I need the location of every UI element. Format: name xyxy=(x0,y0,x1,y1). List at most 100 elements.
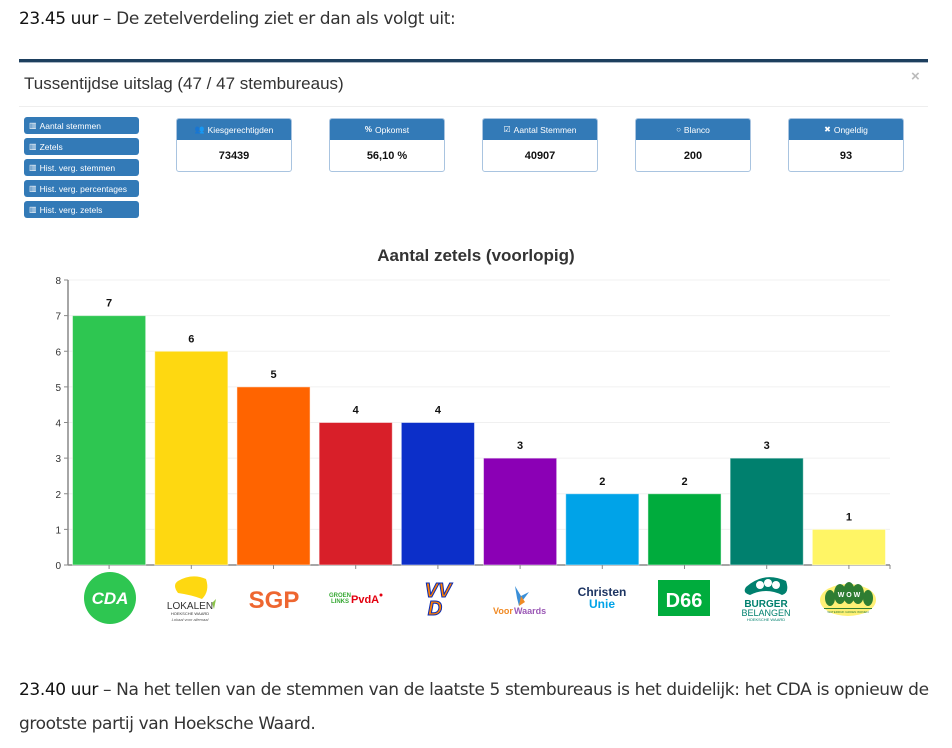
button-label: Hist. verg. stemmen xyxy=(39,162,116,173)
modal-header-divider xyxy=(19,106,928,107)
stat-label: Aantal Stemmen xyxy=(513,124,577,135)
data-label: 7 xyxy=(106,298,112,310)
bar-wow xyxy=(811,528,886,566)
svg-text:LINKS: LINKS xyxy=(331,599,349,605)
svg-text:D66: D66 xyxy=(666,590,703,612)
y-tick-label: 0 xyxy=(55,561,61,572)
stat-label: Blanco xyxy=(683,124,710,135)
d66-logo: D66 xyxy=(644,572,724,624)
modal-title: Tussentijdse uitslag (47 / 47 stembureau… xyxy=(24,74,344,93)
stat-value: 200 xyxy=(683,149,703,162)
stat-label: Opkomst xyxy=(375,124,410,135)
svg-text:Voor: Voor xyxy=(493,606,513,616)
svg-text:LOKALEN: LOKALEN xyxy=(167,601,213,612)
svg-text:Lokaal voor allemaal: Lokaal voor allemaal xyxy=(172,617,209,622)
svg-text:HOEKSCHE WAARD: HOEKSCHE WAARD xyxy=(747,617,785,622)
stat-ongeldig: ✖ Ongeldig 93 xyxy=(788,118,904,172)
stat-value: 93 xyxy=(839,149,853,162)
svg-text:SGP: SGP xyxy=(249,587,300,614)
svg-text:BELANGEN: BELANGEN xyxy=(741,608,790,618)
y-tick-label: 1 xyxy=(55,525,61,536)
button-label: Aantal stemmen xyxy=(39,120,101,131)
voorwaards-logo: Voor Waards xyxy=(480,572,560,624)
outro-time: 23.40 uur xyxy=(19,680,99,700)
svg-text:HOEKSCHE WAARD: HOEKSCHE WAARD xyxy=(171,611,209,616)
y-tick-label: 7 xyxy=(55,312,61,323)
bar-chart-icon: ▥ xyxy=(29,142,37,151)
svg-text:D: D xyxy=(428,598,442,620)
y-tick-label: 6 xyxy=(55,347,61,358)
wow-logo: W O W WATERRIJK GROEN WONEN xyxy=(808,572,888,624)
bar-cda xyxy=(72,315,147,566)
intro-time: 23.45 uur xyxy=(19,9,99,29)
hist-verg-percentages-button[interactable]: ▥ Hist. verg. percentages xyxy=(24,180,139,197)
hist-verg-zetels-button[interactable]: ▥ Hist. verg. zetels xyxy=(24,201,139,218)
stat-label: Ongeldig xyxy=(833,124,868,135)
data-label: 2 xyxy=(681,476,687,488)
svg-text:W O W: W O W xyxy=(838,592,861,599)
bar-burger-belangen-hoeksche-waard xyxy=(729,457,804,566)
stat-value: 40907 xyxy=(524,149,556,162)
stat-value: 56,10 % xyxy=(366,149,408,162)
stat-opkomst: % Opkomst 56,10 % xyxy=(329,118,445,172)
aantal-stemmen-button[interactable]: ▥ Aantal stemmen xyxy=(24,117,139,134)
bar-chart-icon: ▥ xyxy=(29,163,37,172)
stat-kiesgerechtigden: 👥 Kiesgerechtigden 73439 xyxy=(176,118,292,172)
cda-logo: CDA xyxy=(70,572,150,624)
x-icon: ✖ xyxy=(824,125,831,134)
button-label: Hist. verg. percentages xyxy=(39,183,127,194)
bar-d66 xyxy=(647,493,722,566)
data-label: 5 xyxy=(270,369,276,381)
bar-lokalen-hoeksche-waard xyxy=(154,350,229,566)
outro-text: – Na het tellen van de stemmen van de la… xyxy=(19,680,929,734)
intro-paragraph: 23.45 uur – De zetelverdeling ziet er da… xyxy=(19,9,456,29)
close-icon[interactable]: × xyxy=(911,68,920,85)
bar-christenunie xyxy=(565,493,640,566)
y-tick-label: 4 xyxy=(55,419,61,430)
data-label: 6 xyxy=(188,333,194,345)
zetels-button[interactable]: ▥ Zetels xyxy=(24,138,139,155)
svg-text:GROEN: GROEN xyxy=(329,593,351,599)
chart-title: Aantal zetels (voorlopig) xyxy=(377,246,575,265)
button-label: Zetels xyxy=(39,141,63,152)
data-label: 1 xyxy=(846,511,852,523)
y-tick-label: 8 xyxy=(55,276,61,287)
svg-text:Christen: Christen xyxy=(578,585,627,599)
y-tick-label: 3 xyxy=(55,454,61,465)
hist-verg-stemmen-button[interactable]: ▥ Hist. verg. stemmen xyxy=(24,159,139,176)
svg-text:Unie: Unie xyxy=(589,597,615,611)
svg-text:PvdA: PvdA xyxy=(351,594,379,606)
chart-type-buttons: ▥ Aantal stemmen ▥ Zetels ▥ Hist. verg. ste… xyxy=(24,117,139,222)
data-label: 2 xyxy=(599,476,605,488)
burger-belangen-logo: BURGER BELANGEN HOEKSCHE WAARD xyxy=(726,572,806,624)
stat-value: 73439 xyxy=(218,149,250,162)
svg-text:Waards: Waards xyxy=(514,606,546,616)
y-tick-label: 2 xyxy=(55,490,61,501)
lokalen-logo: LOKALEN HOEKSCHE WAARD Lokaal voor allemaa… xyxy=(152,572,232,624)
checkbox-icon: ☑ xyxy=(503,125,511,134)
data-label: 3 xyxy=(764,440,770,452)
groenlinks-pvda-logo: GROEN LINKS PvdA xyxy=(316,572,396,624)
bar-voorwaards xyxy=(483,457,558,566)
modal-top-border-shadow xyxy=(19,62,928,63)
stat-label: Kiesgerechtigden xyxy=(207,124,274,135)
bar-vvd xyxy=(400,422,475,566)
sgp-logo: SGP xyxy=(234,572,314,624)
data-label: 4 xyxy=(353,405,360,417)
bar-sgp xyxy=(236,386,311,566)
data-label: 4 xyxy=(435,405,442,417)
svg-text:BURGER: BURGER xyxy=(744,599,788,610)
bar-chart-icon: ▥ xyxy=(29,121,37,130)
modal-top-border xyxy=(19,59,928,62)
bar-chart-icon: ▥ xyxy=(29,184,37,193)
svg-text:CDA: CDA xyxy=(92,589,129,608)
svg-text:VV: VV xyxy=(425,580,453,602)
vvd-logo: VV D xyxy=(398,572,478,624)
circle-icon: ○ xyxy=(676,125,681,134)
christenunie-logo: Christen Unie xyxy=(562,572,642,624)
users-icon: 👥 xyxy=(194,125,205,134)
intro-text: – De zetelverdeling ziet er dan als volg… xyxy=(98,9,456,29)
data-label: 3 xyxy=(517,440,523,452)
percent-icon: % xyxy=(364,125,373,134)
